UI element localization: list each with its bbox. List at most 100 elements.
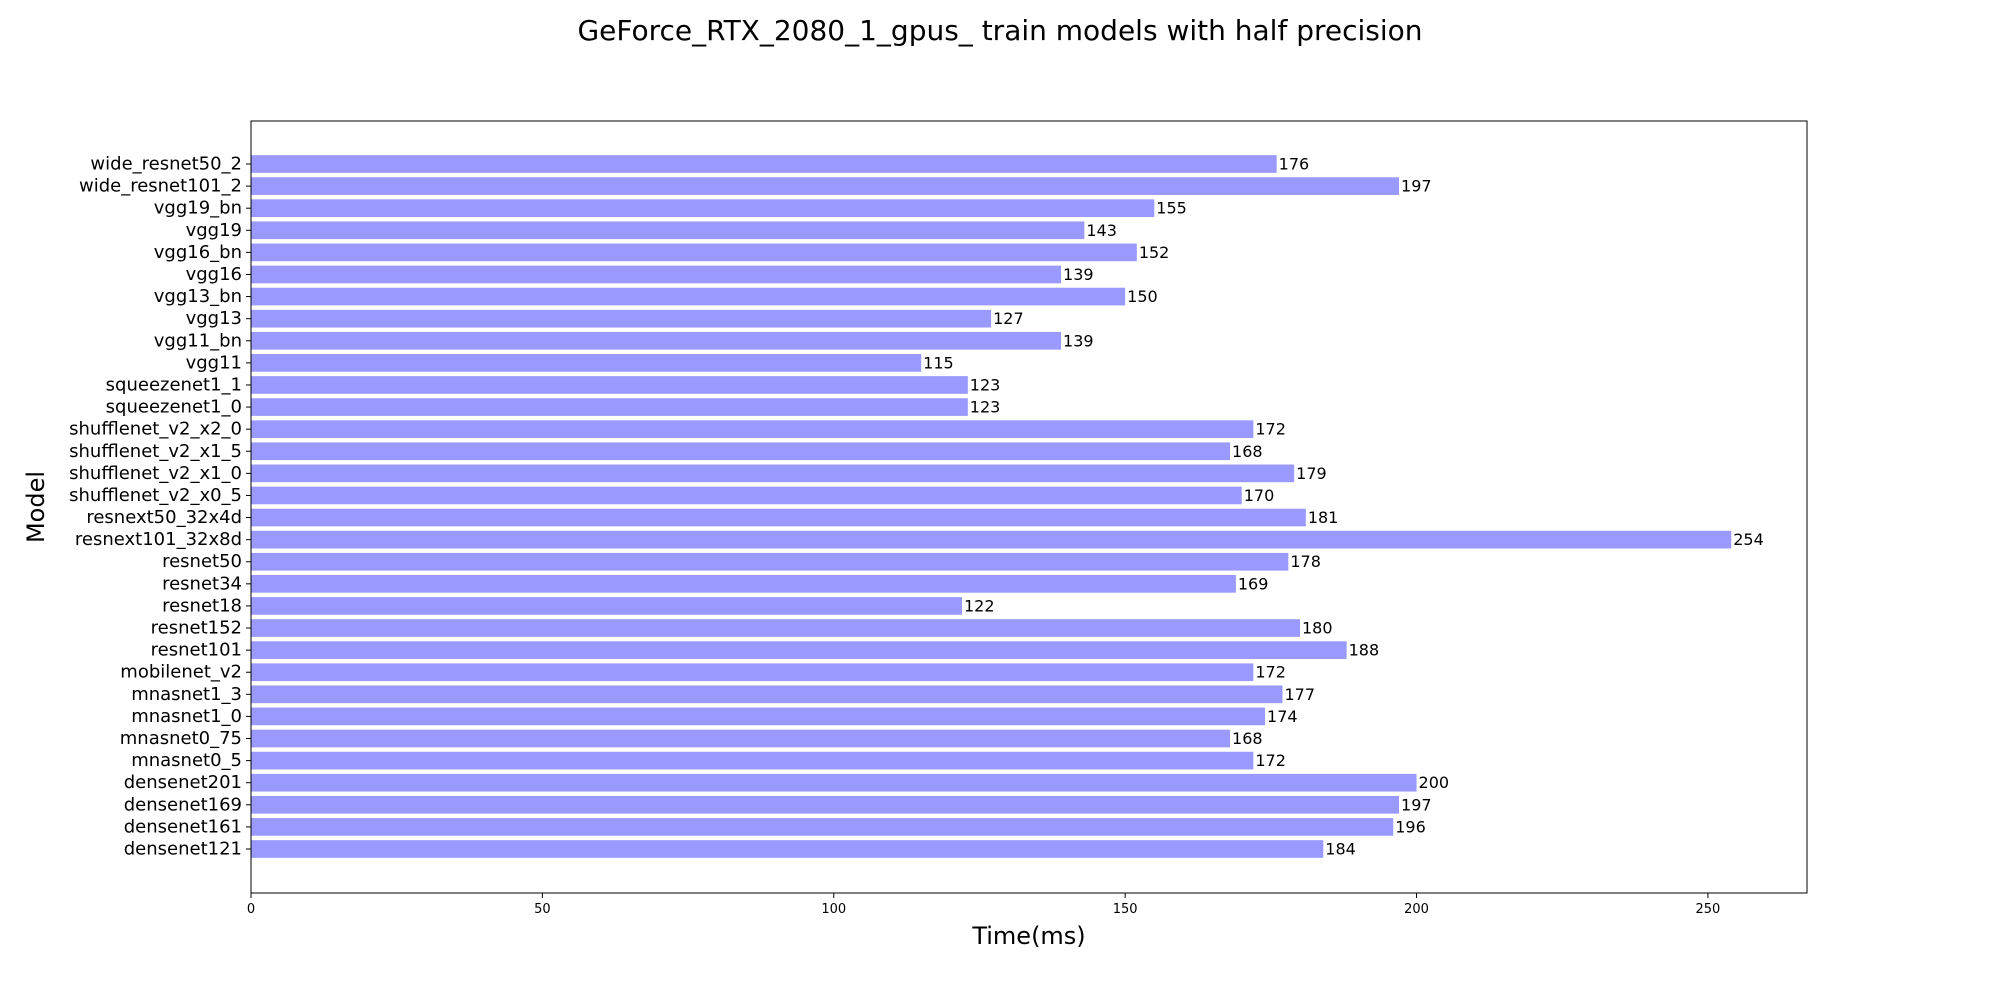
x-tick-label-100: 100 — [821, 902, 846, 917]
y-tick-label-densenet121: densenet121 — [124, 839, 242, 860]
data-label-vgg19_bn: 155 — [1156, 199, 1187, 218]
data-label-densenet169: 197 — [1401, 795, 1432, 814]
y-tick-label-wide_resnet101_2: wide_resnet101_2 — [79, 176, 242, 197]
y-tick-label-wide_resnet50_2: wide_resnet50_2 — [90, 154, 242, 175]
data-label-vgg16_bn: 152 — [1139, 243, 1170, 262]
data-label-vgg13: 127 — [993, 309, 1024, 328]
y-tick-label-vgg13: vgg13 — [186, 308, 242, 329]
data-label-wide_resnet101_2: 197 — [1401, 177, 1432, 196]
y-tick-label-vgg16_bn: vgg16_bn — [154, 242, 242, 263]
data-label-vgg19: 143 — [1086, 221, 1117, 240]
plot-area-frame — [250, 120, 1808, 894]
labels-layer: 1841961972001721681741771721881801221691… — [923, 155, 1764, 859]
y-tick-label-resnext50_32x4d: resnext50_32x4d — [86, 507, 242, 528]
bar-vgg11 — [251, 354, 922, 372]
data-label-resnext101_32x8d: 254 — [1733, 530, 1764, 549]
x-axis: 0 50 100 150 200 250 — [247, 893, 1720, 917]
bar-vgg19 — [251, 221, 1085, 240]
bar-vgg19_bn — [251, 199, 1155, 218]
data-label-mnasnet0_75: 168 — [1232, 729, 1263, 748]
y-tick-label-mnasnet0_5: mnasnet0_5 — [131, 750, 242, 771]
data-label-shufflenet_v2_x1_0: 179 — [1296, 464, 1327, 483]
data-label-densenet161: 196 — [1395, 817, 1426, 836]
y-tick-label-densenet169: densenet169 — [124, 794, 242, 815]
y-tick-label-vgg19_bn: vgg19_bn — [154, 198, 242, 219]
y-tick-label-vgg19: vgg19 — [186, 220, 242, 241]
bar-vgg16 — [251, 265, 1062, 284]
bar-resnet50 — [251, 552, 1289, 571]
data-label-shufflenet_v2_x0_5: 170 — [1244, 486, 1275, 505]
data-label-shufflenet_v2_x1_5: 168 — [1232, 442, 1263, 461]
data-label-densenet201: 200 — [1419, 773, 1450, 792]
data-label-mnasnet1_0: 174 — [1267, 707, 1298, 726]
bar-mobilenet_v2 — [251, 663, 1254, 682]
bar-mnasnet0_75 — [251, 729, 1231, 748]
bar-resnet34 — [251, 575, 1236, 593]
data-label-mnasnet0_5: 172 — [1255, 751, 1286, 770]
bar-squeezenet1_1 — [251, 376, 968, 394]
y-tick-label-shufflenet_v2_x1_5: shufflenet_v2_x1_5 — [69, 441, 242, 462]
data-label-vgg11: 115 — [923, 353, 954, 372]
y-axis-title: Model — [22, 471, 50, 543]
y-tick-label-mnasnet0_75: mnasnet0_75 — [120, 728, 242, 749]
y-tick-label-vgg13_bn: vgg13_bn — [154, 286, 242, 307]
y-tick-label-resnet101: resnet101 — [151, 640, 242, 661]
bar-vgg13 — [251, 309, 992, 328]
bar-resnext101_32x8d — [251, 530, 1732, 549]
bar-squeezenet1_0 — [251, 398, 968, 416]
x-tick-label-0: 0 — [247, 902, 255, 917]
bar-mnasnet0_5 — [251, 751, 1254, 770]
data-label-resnet50: 178 — [1290, 552, 1321, 571]
y-tick-label-mobilenet_v2: mobilenet_v2 — [120, 662, 242, 683]
y-tick-label-vgg11_bn: vgg11_bn — [154, 330, 242, 351]
y-tick-label-squeezenet1_0: squeezenet1_0 — [106, 397, 242, 418]
y-tick-label-vgg16: vgg16 — [186, 264, 242, 285]
bar-densenet161 — [251, 818, 1394, 836]
bar-vgg16_bn — [251, 243, 1137, 262]
bar-shufflenet_v2_x2_0 — [251, 420, 1254, 438]
data-label-mnasnet1_3: 177 — [1285, 685, 1316, 704]
y-axis: densenet121densenet161densenet169densene… — [69, 154, 251, 860]
y-tick-label-mnasnet1_3: mnasnet1_3 — [131, 684, 242, 705]
x-tick-label-150: 150 — [1113, 902, 1138, 917]
data-label-wide_resnet50_2: 176 — [1279, 155, 1310, 174]
x-tick-label-250: 250 — [1696, 902, 1721, 917]
y-tick-label-densenet161: densenet161 — [124, 816, 242, 837]
data-label-resnet18: 122 — [964, 596, 995, 615]
x-axis-title: Time(ms) — [971, 922, 1085, 950]
data-label-mobilenet_v2: 172 — [1255, 663, 1286, 682]
bar-vgg13_bn — [251, 287, 1126, 306]
y-tick-label-shufflenet_v2_x0_5: shufflenet_v2_x0_5 — [69, 485, 242, 506]
y-tick-label-mnasnet1_0: mnasnet1_0 — [131, 706, 242, 727]
bar-resnet101 — [251, 641, 1347, 659]
y-tick-label-densenet201: densenet201 — [124, 772, 242, 793]
y-tick-label-resnet152: resnet152 — [151, 618, 242, 639]
data-label-vgg16: 139 — [1063, 265, 1094, 284]
data-label-resnet34: 169 — [1238, 574, 1269, 593]
y-tick-label-resnet34: resnet34 — [162, 573, 242, 594]
y-tick-label-shufflenet_v2_x1_0: shufflenet_v2_x1_0 — [69, 463, 242, 484]
chart-title: GeForce_RTX_2080_1_gpus_ train models wi… — [577, 14, 1423, 47]
data-label-shufflenet_v2_x2_0: 172 — [1255, 420, 1286, 439]
bar-shufflenet_v2_x0_5 — [251, 486, 1242, 505]
bar-resnext50_32x4d — [251, 508, 1306, 527]
data-label-densenet121: 184 — [1325, 840, 1356, 859]
y-tick-label-shufflenet_v2_x2_0: shufflenet_v2_x2_0 — [69, 419, 242, 440]
data-label-vgg13_bn: 150 — [1127, 287, 1158, 306]
bar-mnasnet1_0 — [251, 707, 1266, 726]
y-tick-label-resnext101_32x8d: resnext101_32x8d — [75, 529, 242, 550]
bar-resnet18 — [251, 597, 962, 615]
data-label-vgg11_bn: 139 — [1063, 331, 1094, 350]
data-label-squeezenet1_1: 123 — [970, 375, 1001, 394]
y-tick-label-resnet18: resnet18 — [162, 595, 242, 616]
data-label-resnet101: 188 — [1349, 641, 1380, 660]
y-tick-label-squeezenet1_1: squeezenet1_1 — [106, 374, 242, 395]
data-label-resnext50_32x4d: 181 — [1308, 508, 1339, 527]
data-label-resnet152: 180 — [1302, 619, 1333, 638]
bar-wide_resnet50_2 — [251, 155, 1277, 173]
x-tick-label-50: 50 — [534, 902, 551, 917]
bar-shufflenet_v2_x1_0 — [251, 464, 1295, 483]
bar-shufflenet_v2_x1_5 — [251, 442, 1231, 461]
bar-densenet121 — [251, 840, 1324, 858]
